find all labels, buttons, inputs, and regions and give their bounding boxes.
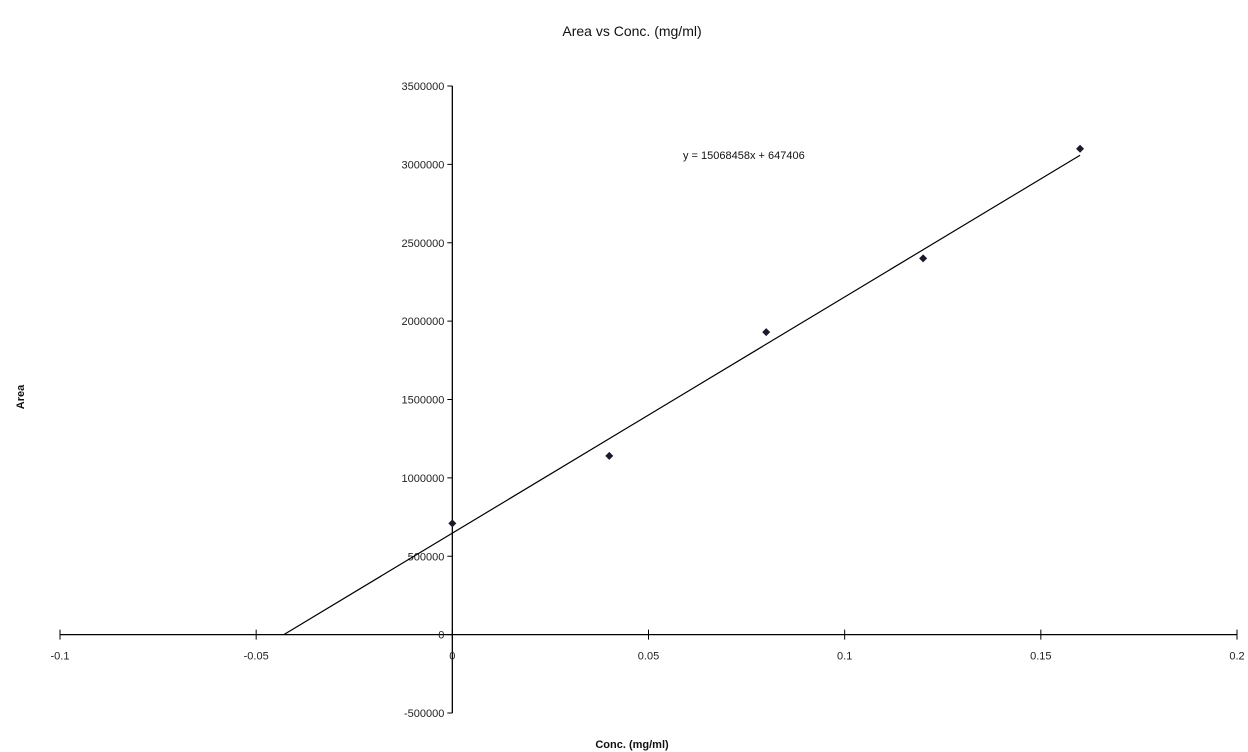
trendline-equation: y = 15068458x + 647406 xyxy=(683,150,805,162)
y-tick-label: -500000 xyxy=(404,708,444,720)
y-tick-label: 2500000 xyxy=(402,238,445,250)
points-layer xyxy=(448,144,1085,528)
trendline xyxy=(283,154,1081,636)
chart-title: Area vs Conc. (mg/ml) xyxy=(562,23,701,39)
data-point xyxy=(605,451,614,460)
x-tick-label: 0.05 xyxy=(638,651,659,663)
x-tick-label: 0.2 xyxy=(1229,651,1244,663)
x-tick-label: 0.15 xyxy=(1030,651,1051,663)
trendline-layer xyxy=(283,154,1081,636)
data-point xyxy=(762,328,771,337)
data-point xyxy=(1076,144,1085,153)
x-tick-label: -0.05 xyxy=(244,651,269,663)
y-tick-label: 3000000 xyxy=(402,159,445,171)
y-tick-label: 1000000 xyxy=(402,473,445,485)
axes-layer: -0.1 -0.05 0 0.05 0.1 0.15 0.2-500000050000010… xyxy=(51,81,1245,720)
y-tick-label: 3500000 xyxy=(402,81,445,93)
y-tick-label: 2000000 xyxy=(402,316,445,328)
x-tick-label: 0 xyxy=(449,651,455,663)
y-tick-label: 0 xyxy=(438,630,444,642)
data-point xyxy=(919,254,928,263)
y-tick-label: 1500000 xyxy=(402,395,445,407)
data-point xyxy=(448,519,457,528)
x-tick-label: -0.1 xyxy=(51,651,70,663)
y-axis-title: Area xyxy=(15,384,27,409)
x-axis-title: Conc. (mg/ml) xyxy=(595,739,669,751)
x-tick-label: 0.1 xyxy=(837,651,852,663)
